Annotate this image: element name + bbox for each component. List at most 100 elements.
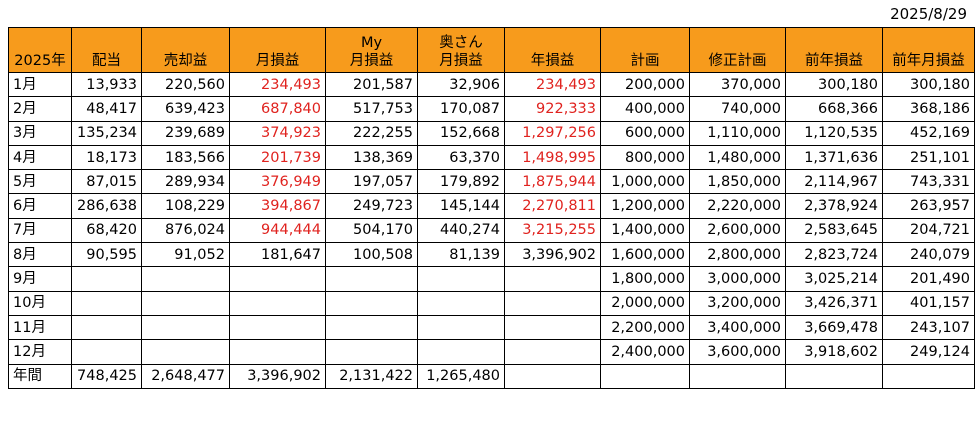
table-cell: 179,892 <box>417 169 505 195</box>
table-cell: 100,508 <box>325 242 418 268</box>
table-cell <box>504 266 601 292</box>
table-cell: 1,000,000 <box>600 169 690 195</box>
table-cell: 263,957 <box>882 193 975 219</box>
table-cell: 201,587 <box>325 71 418 98</box>
table-cell: 2,000,000 <box>600 290 690 316</box>
table-cell: 3,400,000 <box>689 314 786 341</box>
table-cell: 13,933 <box>71 71 142 98</box>
table-cell: 201,739 <box>229 144 326 171</box>
table-cell: 370,000 <box>689 71 786 98</box>
table-cell <box>71 266 142 292</box>
header-line2: 月損益 <box>349 53 394 69</box>
header-line2: 配当 <box>92 53 121 69</box>
table-cell <box>141 266 230 292</box>
table-cell: 48,417 <box>71 96 142 122</box>
table-cell: 240,079 <box>882 242 975 268</box>
header-line2: 修正計画 <box>708 53 767 69</box>
table-cell: 1,400,000 <box>600 217 690 244</box>
row-label: 10月 <box>8 290 72 316</box>
table-cell: 2,131,422 <box>325 363 418 389</box>
table-cell: 2,823,724 <box>785 242 883 268</box>
table-cell: 1,850,000 <box>689 169 786 195</box>
row-label: 7月 <box>8 217 72 244</box>
table-cell <box>600 363 690 389</box>
header-line2: 前年月損益 <box>892 53 965 69</box>
table-cell: 222,255 <box>325 120 418 146</box>
table-row: 6月 286,638 108,229 394,867 249,723 145,144 2,2… <box>8 193 975 219</box>
table-cell: 401,157 <box>882 290 975 316</box>
table-cell: 91,052 <box>141 242 230 268</box>
row-label: 6月 <box>8 193 72 219</box>
table-cell: 600,000 <box>600 120 690 146</box>
table-cell: 3,000,000 <box>689 266 786 292</box>
table-cell <box>141 339 230 365</box>
table-cell: 2,378,924 <box>785 193 883 219</box>
table-cell: 234,493 <box>229 71 326 98</box>
table-cell: 170,087 <box>417 96 505 122</box>
table-cell <box>71 314 142 341</box>
table-cell <box>71 290 142 316</box>
table-cell: 3,600,000 <box>689 339 786 365</box>
table-row: 7月 68,420 876,024 944,444 504,170 440,274 3,21… <box>8 217 975 244</box>
header-line2: 計画 <box>630 53 660 69</box>
table-row: 12月 2,400,000 3,600,000 3,918,602 249,124 <box>8 339 975 365</box>
table-cell <box>504 314 601 341</box>
table-row: 年間 748,425 2,648,477 3,396,902 2,131,422 1,26… <box>8 363 975 389</box>
table-cell: 944,444 <box>229 217 326 244</box>
table-cell: 374,923 <box>229 120 326 146</box>
table-cell: 300,180 <box>882 71 975 98</box>
header-line1: My <box>360 35 383 51</box>
table-cell: 3,669,478 <box>785 314 883 341</box>
table-cell: 1,110,000 <box>689 120 786 146</box>
table-cell <box>417 314 505 341</box>
table-cell: 1,200,000 <box>600 193 690 219</box>
table-cell <box>689 363 786 389</box>
table-cell <box>504 339 601 365</box>
table-row: 2月 48,417 639,423 687,840 517,753 170,087 922,… <box>8 96 975 122</box>
monthly-pl-header: 月損益 <box>229 27 326 73</box>
table-cell <box>504 290 601 316</box>
table-cell: 300,180 <box>785 71 883 98</box>
table-cell: 743,331 <box>882 169 975 195</box>
profit-loss-table: 2025年 配当 売却益 月損益 My 月損益 奥さん 月損益 年損益 計画 修正計画 前年損益 前年月… <box>8 27 975 389</box>
table-cell: 251,101 <box>882 144 975 171</box>
table-cell: 145,144 <box>417 193 505 219</box>
header-line2: 2025年 <box>14 53 66 69</box>
table-cell: 368,186 <box>882 96 975 122</box>
table-cell: 1,875,944 <box>504 169 601 195</box>
table-row: 1月 13,933 220,560 234,493 201,587 32,906 234,4… <box>8 71 975 98</box>
header-line2: 前年損益 <box>805 53 863 69</box>
table-cell: 2,220,000 <box>689 193 786 219</box>
table-cell: 394,867 <box>229 193 326 219</box>
table-cell: 18,173 <box>71 144 142 171</box>
table-cell: 3,025,214 <box>785 266 883 292</box>
table-cell: 3,396,902 <box>504 242 601 268</box>
table-cell: 204,721 <box>882 217 975 244</box>
row-label: 4月 <box>8 144 72 171</box>
table-cell: 400,000 <box>600 96 690 122</box>
table-cell <box>325 290 418 316</box>
table-cell: 239,689 <box>141 120 230 146</box>
table-cell: 687,840 <box>229 96 326 122</box>
sale-profit-header: 売却益 <box>141 27 230 73</box>
table-cell: 1,800,000 <box>600 266 690 292</box>
table-cell: 197,057 <box>325 169 418 195</box>
table-cell: 452,169 <box>882 120 975 146</box>
row-label: 12月 <box>8 339 72 365</box>
table-cell: 249,723 <box>325 193 418 219</box>
table-cell: 1,371,636 <box>785 144 883 171</box>
table-cell <box>229 339 326 365</box>
table-cell: 3,200,000 <box>689 290 786 316</box>
table-cell <box>141 290 230 316</box>
table-cell: 81,139 <box>417 242 505 268</box>
table-cell: 63,370 <box>417 144 505 171</box>
table-row: 11月 2,200,000 3,400,000 3,669,478 243,107 <box>8 314 975 341</box>
table-cell: 2,270,811 <box>504 193 601 219</box>
table-cell <box>417 266 505 292</box>
header-line2: 年損益 <box>530 53 575 69</box>
row-label: 3月 <box>8 120 72 146</box>
my-monthly-pl-header: My 月損益 <box>325 27 418 73</box>
table-cell: 108,229 <box>141 193 230 219</box>
table-cell: 289,934 <box>141 169 230 195</box>
plan-header: 計画 <box>600 27 690 73</box>
